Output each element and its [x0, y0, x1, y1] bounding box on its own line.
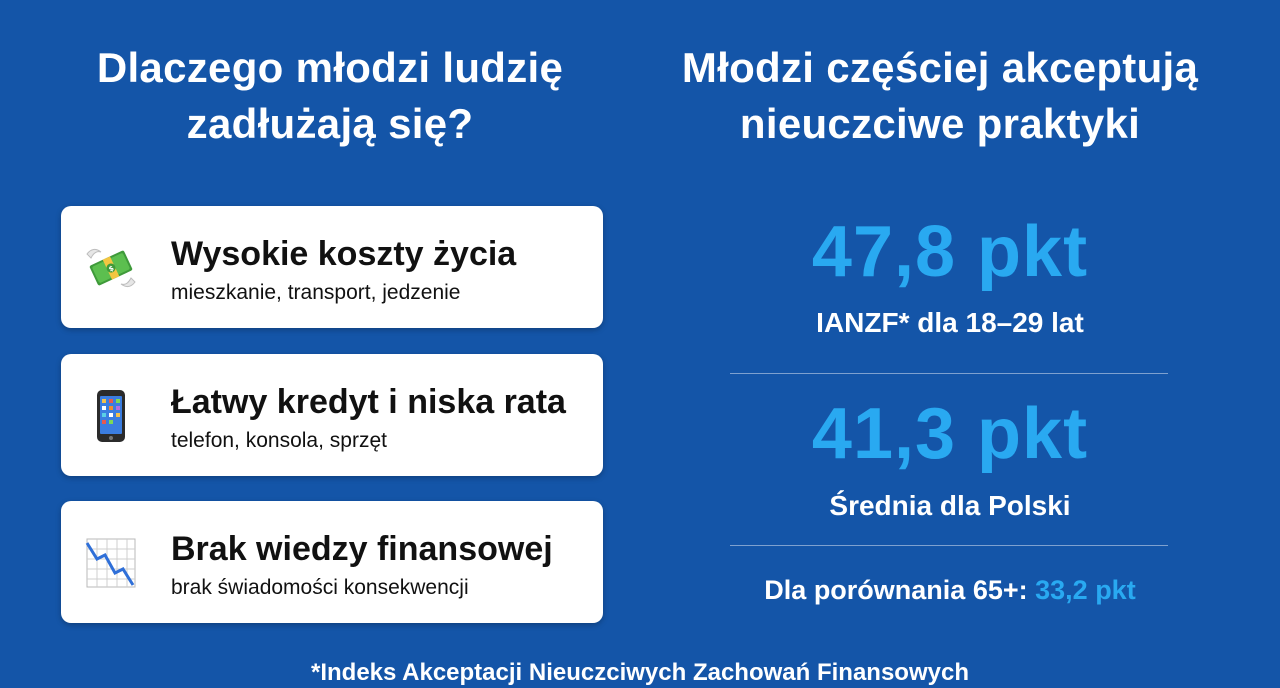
svg-text:$: $ [108, 264, 116, 273]
stat-value-poland-average: 41,3 pkt [811, 394, 1089, 474]
comparison-65-plus: Dla porównania 65+: 33,2 pkt [730, 573, 1170, 607]
comparison-label: Dla porównania 65+: [764, 575, 1028, 605]
divider [730, 373, 1168, 374]
reason-card-easy-credit: Łatwy kredyt i niska rata telefon, konso… [61, 354, 603, 476]
stat-label-18-29: IANZF* dla 18–29 lat [816, 307, 1084, 338]
footnote: *Indeks Akceptacji Nieuczciwych Zachowań… [311, 659, 969, 686]
card-subtitle: mieszkanie, transport, jedzenie [171, 281, 461, 304]
stat-value-18-29: 47,8 pkt [811, 212, 1089, 292]
card-title: Łatwy kredyt i niska rata [171, 383, 566, 421]
comparison-value: 33,2 pkt [1035, 575, 1136, 605]
reason-card-cost-of-living: $ Wysokie koszty życia mieszkanie, trans… [61, 206, 603, 328]
card-subtitle: telefon, konsola, sprzęt [171, 429, 387, 452]
left-heading: Dlaczego młodzi ludzię zadłużają się? [96, 44, 564, 147]
card-title: Brak wiedzy finansowej [171, 530, 553, 568]
reason-card-financial-knowledge: Brak wiedzy finansowej brak świadomości … [61, 501, 603, 623]
divider [730, 545, 1168, 546]
mobile-phone-icon [97, 390, 125, 442]
card-title: Wysokie koszty życia [171, 235, 517, 273]
money-with-wings-icon: $ [86, 248, 136, 288]
right-heading: Młodzi częściej akceptują nieuczciwe pra… [681, 44, 1199, 147]
stat-label-poland-average: Średnia dla Polski [829, 490, 1071, 521]
card-subtitle: brak świadomości konsekwencji [171, 576, 469, 599]
chart-decreasing-icon [85, 538, 136, 588]
